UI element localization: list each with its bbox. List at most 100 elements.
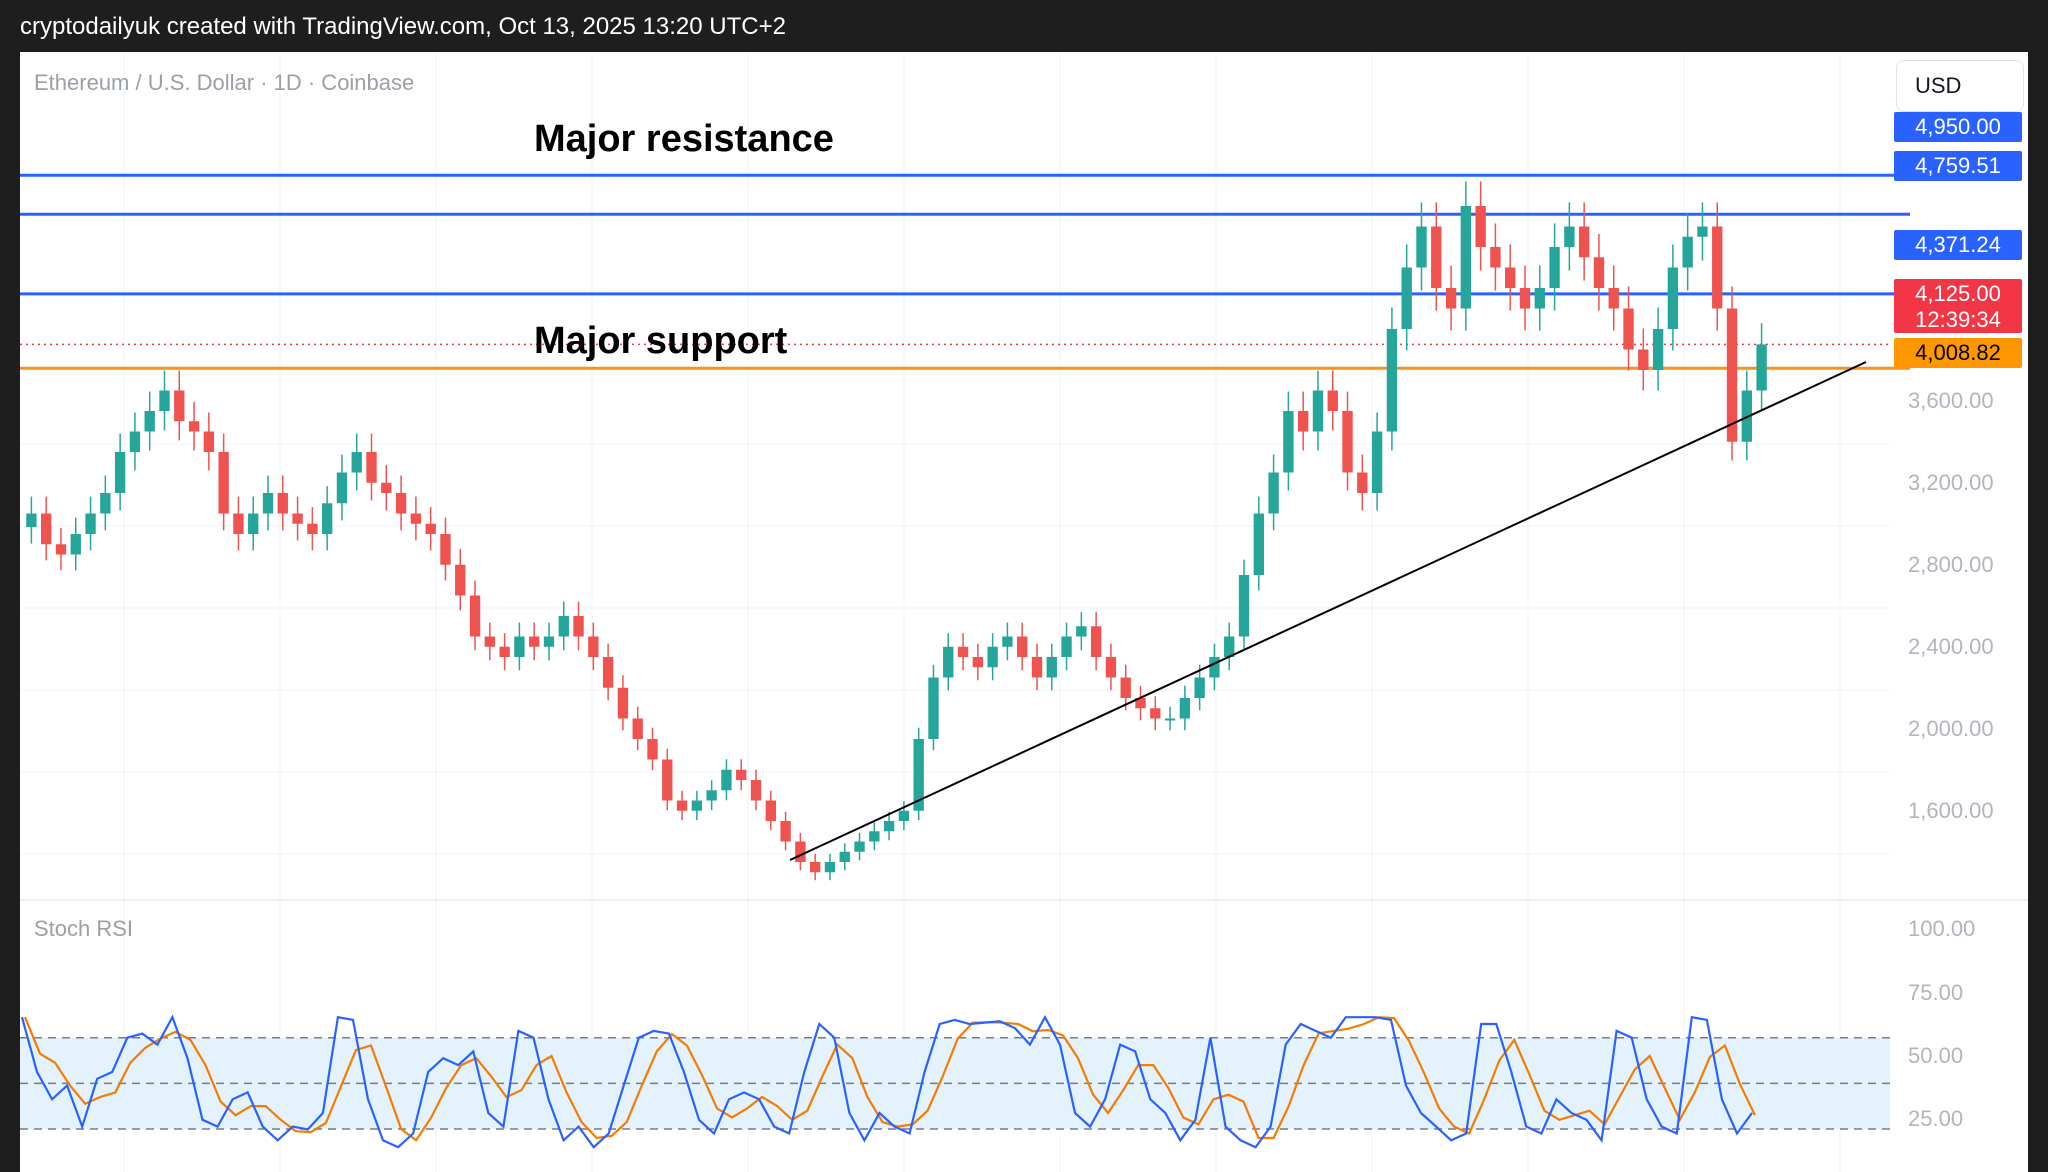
candle-body [1638, 349, 1649, 370]
candle-body [1327, 390, 1338, 411]
candle-body [1593, 257, 1605, 288]
candle-body [1431, 226, 1442, 288]
price-tag-4759: 4,759.51 [1894, 151, 2022, 181]
candle-body [1652, 329, 1664, 370]
candle-body [1312, 390, 1324, 432]
candle-body [883, 821, 895, 832]
candle-body [1460, 206, 1472, 309]
candle-body [425, 523, 436, 534]
candle-body [484, 636, 496, 647]
candle-body [1031, 657, 1043, 678]
y-tick: 3,600.00 [1908, 388, 1994, 413]
candle-body [292, 513, 303, 524]
candle-body [721, 769, 732, 791]
candle-body [1268, 472, 1279, 514]
symbol-description: Ethereum / U.S. Dollar · 1D · Coinbase [34, 70, 415, 95]
candle-body [1283, 411, 1294, 473]
ascending-trendline [789, 361, 1867, 861]
candle-body [1135, 698, 1146, 709]
candle-body [1342, 411, 1353, 473]
candle-body [514, 636, 525, 657]
candle-body [1164, 718, 1176, 721]
candle-body [676, 800, 688, 811]
candle-body [1416, 226, 1427, 268]
candle-body [144, 411, 155, 432]
price-tag-4950: 4,950.00 [1894, 112, 2022, 142]
currency-button[interactable]: USD [1896, 60, 2024, 112]
candle-body [662, 759, 673, 801]
candle-body [41, 513, 52, 545]
osc-tick: 50.00 [1908, 1043, 1964, 1068]
candle-body [1386, 329, 1398, 432]
candle-body [469, 595, 481, 637]
candle-body [1017, 636, 1028, 657]
candle-body [928, 677, 939, 739]
candle-body [321, 503, 333, 534]
candle-body [218, 452, 229, 514]
candle-body [129, 431, 141, 452]
candle-body [543, 636, 555, 647]
candle-body [1046, 657, 1057, 678]
candle-body [1224, 636, 1235, 657]
y-tick: 1,600.00 [1908, 798, 1994, 823]
candle-body [410, 513, 422, 524]
candle-body [943, 646, 954, 678]
candle-body [1697, 226, 1708, 237]
candle-body [1194, 677, 1205, 698]
candle-body [440, 534, 451, 565]
candle-body [1076, 626, 1087, 637]
candle-body [1608, 288, 1619, 309]
candle-body [750, 780, 762, 801]
last-price-tag: 4,125.00 [1894, 279, 2022, 309]
candle-body [809, 862, 821, 873]
candle-body [70, 534, 81, 555]
price-chart-svg[interactable] [20, 52, 2028, 1172]
candle-body [203, 431, 215, 452]
major-support-label: Major support [534, 320, 788, 362]
candle-body [1179, 698, 1191, 719]
candle-body [706, 790, 717, 801]
candle-body [262, 493, 274, 514]
candle-body [869, 831, 880, 842]
candle-body [395, 493, 407, 514]
candle-body [351, 452, 362, 473]
candle-body [691, 800, 703, 811]
candle-body [795, 841, 806, 862]
candle-body [1401, 267, 1412, 329]
candle-body [100, 493, 111, 514]
candle-body [1726, 308, 1738, 442]
candle-body [1357, 472, 1368, 493]
chart-area[interactable]: Ethereum / U.S. Dollar · 1D · Coinbase U… [20, 52, 2028, 1172]
candle-body [499, 646, 510, 657]
stoch-rsi-label: Stoch RSI [34, 916, 134, 941]
candle-body [1150, 708, 1161, 719]
candle-body [26, 513, 37, 528]
candle-body [913, 739, 924, 811]
candle-body [1578, 226, 1590, 258]
candle-body [972, 657, 984, 668]
candle-body [1564, 226, 1575, 247]
candle-body [957, 646, 969, 657]
osc-tick: 100.00 [1908, 916, 1976, 941]
osc-tick: 75.00 [1908, 980, 1964, 1005]
candle-body [381, 482, 392, 493]
candle-body [1120, 677, 1131, 698]
y-tick: 2,400.00 [1908, 634, 1994, 659]
candle-body [529, 636, 540, 647]
candle-body [1519, 288, 1531, 309]
candle-body [1549, 247, 1560, 288]
candle-body [898, 810, 910, 821]
candle-body [647, 739, 658, 760]
y-tick: 2,800.00 [1908, 552, 1994, 577]
candle-body [248, 513, 259, 534]
candle-body [839, 851, 850, 862]
candle-body [336, 472, 348, 504]
candle-body [1534, 288, 1545, 309]
candle-body [1105, 657, 1117, 678]
candle-body [736, 769, 747, 780]
price-tag-4371: 4,371.24 [1894, 230, 2022, 260]
candle-body [114, 452, 126, 493]
candle-body [602, 657, 614, 688]
credit-text: cryptodailyuk created with TradingView.c… [20, 13, 786, 40]
candle-body [1090, 626, 1102, 657]
